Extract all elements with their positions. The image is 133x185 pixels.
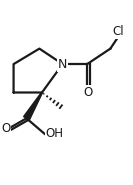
Text: O: O [1, 122, 11, 135]
Text: OH: OH [45, 127, 63, 140]
Text: N: N [58, 58, 67, 71]
Polygon shape [24, 92, 42, 120]
Text: Cl: Cl [112, 25, 124, 38]
Text: O: O [84, 86, 93, 99]
